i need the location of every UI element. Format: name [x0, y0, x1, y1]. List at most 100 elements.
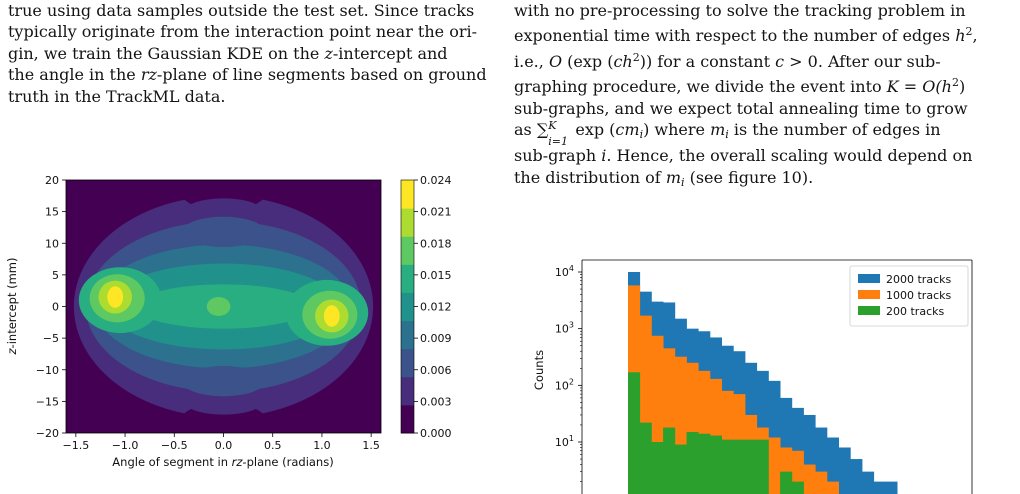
text-run: as: [514, 120, 537, 140]
x-tick-label: −0.5: [161, 439, 188, 452]
colorbar-tick-label: 0.009: [420, 332, 452, 345]
histogram-bar: [721, 439, 734, 494]
text-run: sub-graphs, and we expect total annealin…: [514, 98, 968, 118]
text-run: > 0. After our sub-: [784, 51, 941, 71]
colorbar-band: [401, 292, 414, 322]
right-line: exponential time with respect to the num…: [514, 21, 1012, 46]
contour-level: [323, 305, 340, 327]
colorbar-tick-label: 0.012: [420, 301, 452, 314]
math-sup: 2: [632, 50, 640, 64]
x-tick-label: 1.5: [362, 439, 380, 452]
contour-notch: [182, 216, 265, 248]
histogram-bar: [850, 459, 863, 494]
math-var: m: [665, 167, 681, 187]
colorbar-band: [401, 376, 414, 406]
histogram-bar: [651, 442, 664, 494]
y-axis-label: z-intercept (mm): [5, 258, 19, 356]
contour-level: [107, 286, 124, 308]
histogram-bar: [885, 481, 898, 494]
histogram-bar: [826, 481, 839, 494]
right-paragraph: with no pre-processing to solve the trac…: [514, 0, 1012, 193]
text-run: gin, we train the Gaussian KDE on the: [8, 43, 325, 63]
math-sum: ∑: [536, 120, 549, 140]
math-var: i: [601, 146, 607, 166]
histogram-bars: [628, 272, 898, 494]
math-var: z: [324, 43, 333, 63]
y-tick-label: −20: [36, 427, 59, 440]
contour-layers: [73, 180, 374, 433]
histogram-bar: [838, 447, 851, 494]
y-tick-label: 10: [45, 237, 59, 250]
x-tick-label: −1.5: [62, 439, 89, 452]
right-line: i.e., O (exp (ch2)) for a constant c > 0…: [514, 47, 1012, 72]
left-line: truth in the TrackML data.: [8, 86, 498, 107]
text-run: typically originate from the interaction…: [8, 22, 478, 42]
histogram-bar: [733, 439, 746, 494]
math-run: ): [958, 77, 966, 97]
text-run: with no pre-processing to solve the trac…: [514, 1, 966, 20]
histogram-bar: [815, 471, 828, 494]
text-run: for a constant: [652, 51, 776, 71]
colorbar-band: [401, 404, 414, 434]
histogram-bar: [756, 439, 769, 494]
math-run: (exp (: [562, 51, 614, 71]
right-line: sub-graph i. Hence, the overall scaling …: [514, 145, 1012, 166]
text-run: exponential time with respect to the num…: [514, 26, 956, 46]
text-run: . Hence, the overall scaling would depen…: [606, 146, 973, 166]
text-run: -plane of line segments based on ground: [156, 65, 487, 85]
right-line: with no pre-processing to solve the trac…: [514, 0, 1012, 21]
left-paragraph: true using data samples outside the test…: [8, 0, 498, 107]
histogram-bar: [745, 439, 758, 494]
x-tick-label: −1.0: [112, 439, 139, 452]
legend-swatch: [858, 290, 880, 299]
legend-swatch: [858, 274, 880, 283]
left-line: typically originate from the interaction…: [8, 21, 498, 42]
math-sup: 2: [951, 76, 959, 90]
histogram-bar: [803, 464, 816, 494]
left-line: the angle in the rz-plane of line segmen…: [8, 64, 498, 85]
histogram-bar: [686, 432, 699, 494]
y-tick-label: −10: [36, 364, 59, 377]
colorbar-band: [401, 236, 414, 265]
x-tick-label: 0.5: [264, 439, 282, 452]
text-run: true using data samples outside the test…: [8, 1, 475, 20]
y-tick-label: −15: [36, 395, 59, 408]
y-axis: 20 15 10 5 0 −5 −10 −15 −20: [36, 174, 66, 440]
histogram-bar: [639, 422, 652, 494]
math-var: h: [955, 26, 966, 46]
math-sub: i: [680, 175, 685, 189]
colorbar-tick-label: 0.024: [420, 174, 452, 187]
math-run: )): [639, 51, 653, 71]
y-tick-label: 103: [555, 321, 574, 336]
histogram-bar: [698, 433, 711, 494]
histogram-bar: [862, 471, 875, 494]
text-run: graphing procedure, we divide the event …: [514, 77, 887, 97]
math-sup: K: [548, 119, 557, 133]
right-line: the distribution of mi (see figure 10).: [514, 167, 1012, 193]
y-tick-label: 5: [52, 269, 59, 282]
x-tick-label: 1.0: [313, 439, 331, 452]
y-axis: 104 103 102 101: [555, 264, 582, 482]
text-run: i.e.,: [514, 51, 549, 71]
math-sub: i: [639, 128, 644, 142]
legend: 2000 tracks 1000 tracks 200 tracks: [849, 265, 969, 327]
histogram-bar: [663, 427, 676, 494]
text-run: the angle in the: [8, 65, 141, 85]
x-axis-label: Angle of segment in rz-plane (radians): [112, 455, 333, 469]
math-var: cm: [615, 120, 640, 140]
kde-contour-figure: 20 15 10 5 0 −5 −10 −15 −20 −1.5 −1.0 −0.5 0.0 0.5 1.…: [5, 174, 452, 469]
colorbar-band: [401, 348, 414, 378]
legend-swatch: [858, 306, 880, 315]
math-sup: 2: [965, 25, 973, 39]
colorbar: 0.024 0.021 0.018 0.015 0.012 0.009 0.006 0.003…: [400, 174, 452, 440]
colorbar-band: [401, 320, 414, 350]
text-run: the distribution of: [514, 167, 666, 187]
x-axis: −1.5 −1.0 −0.5 0.0 0.5 1.0 1.5: [62, 433, 380, 452]
y-tick-label: −5: [43, 332, 59, 345]
math-var: O: [922, 77, 936, 97]
text-run: ,: [972, 26, 978, 46]
legend-label: 1000 tracks: [886, 289, 951, 302]
math-var: m: [710, 120, 726, 140]
histogram-bar: [768, 437, 781, 494]
